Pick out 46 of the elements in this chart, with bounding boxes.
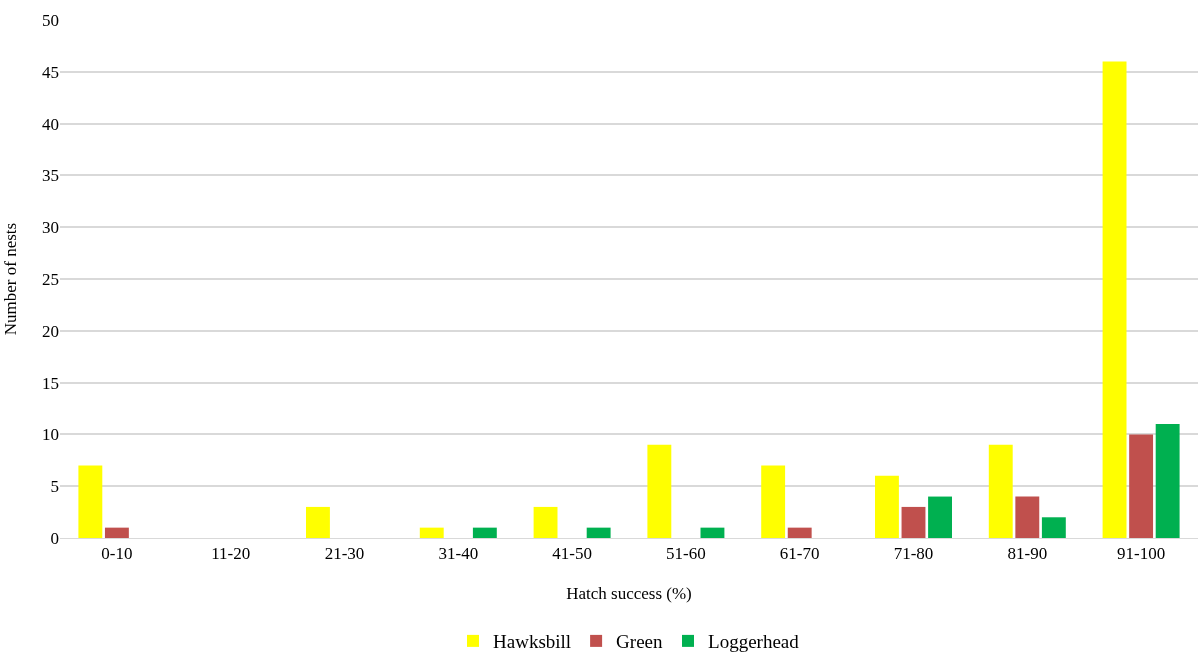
x-tick-label: 81-90 xyxy=(1007,544,1048,564)
bar xyxy=(1041,517,1066,538)
y-tick-label: 35 xyxy=(42,166,59,186)
y-tick-label: 30 xyxy=(42,218,59,238)
bar xyxy=(472,527,497,538)
x-tick-label: 71-80 xyxy=(893,544,934,564)
bar xyxy=(419,527,444,538)
bar xyxy=(928,496,952,538)
legend-label: Hawksbill xyxy=(493,631,572,653)
x-tick-label: 91-100 xyxy=(1117,544,1166,564)
bar xyxy=(104,527,129,538)
x-tick-label: 11-20 xyxy=(211,544,251,564)
y-tick-label: 10 xyxy=(42,425,59,445)
bar xyxy=(647,444,672,538)
x-tick-label: 41-50 xyxy=(552,544,592,564)
x-tick-label: 0-10 xyxy=(101,544,133,564)
y-axis-title: Number of nests xyxy=(1,222,20,336)
y-tick-label: 25 xyxy=(42,269,59,289)
bar xyxy=(306,506,330,538)
bar xyxy=(787,527,812,538)
bar xyxy=(875,475,899,538)
bar xyxy=(586,527,611,538)
y-tick-label: 5 xyxy=(50,477,59,497)
bar xyxy=(988,444,1013,538)
y-tick-label: 45 xyxy=(42,62,59,82)
bar xyxy=(1102,61,1127,538)
bar xyxy=(78,465,103,538)
legend-label: Green xyxy=(616,631,664,653)
bar xyxy=(1129,434,1154,538)
bar xyxy=(1155,424,1180,538)
x-tick-label: 31-40 xyxy=(438,544,479,564)
x-tick-label: 61-70 xyxy=(779,544,820,564)
x-tick-label: 21-30 xyxy=(324,544,365,564)
bar xyxy=(761,465,786,538)
y-tick-label: 40 xyxy=(42,114,59,134)
y-tick-label: 20 xyxy=(42,321,59,341)
y-tick-label: 50 xyxy=(42,10,59,30)
y-tick-label: 15 xyxy=(42,373,59,393)
legend-label: Loggerhead xyxy=(708,631,800,653)
bar xyxy=(901,506,926,538)
x-axis-title: Hatch success (%) xyxy=(566,584,692,603)
bar xyxy=(533,506,558,538)
y-tick-label: 0 xyxy=(50,528,59,548)
bar xyxy=(700,527,725,538)
x-tick-label: 51-60 xyxy=(666,544,706,564)
bar xyxy=(1015,496,1040,538)
